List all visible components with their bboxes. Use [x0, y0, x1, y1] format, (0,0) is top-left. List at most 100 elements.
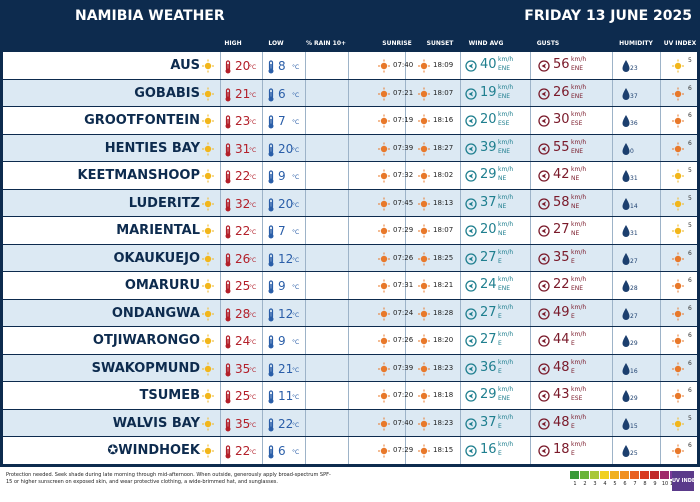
cell-divider: [405, 162, 406, 189]
cell-divider: [530, 382, 531, 409]
cell-divider: [305, 134, 306, 161]
speed: 48: [553, 414, 570, 430]
cell-divider: [530, 299, 531, 326]
direction: E: [571, 312, 575, 320]
cell-divider: [220, 354, 221, 381]
uv-scale-title: UV INDEX: [672, 471, 699, 491]
wind-icon: [538, 113, 550, 132]
speed: 48: [553, 359, 570, 375]
speed: 40: [480, 57, 497, 72]
thermometer-icon: [222, 362, 234, 381]
wind-icon: [538, 196, 550, 215]
temperature: 21: [278, 361, 294, 376]
time: 07:26: [393, 336, 414, 344]
unit: °C: [292, 174, 300, 181]
humidity: 29: [630, 340, 638, 347]
unit: °C: [249, 449, 257, 456]
cell-divider: [405, 327, 406, 354]
cell-divider: [660, 107, 661, 134]
cell-divider: [348, 299, 349, 326]
unit: °C: [249, 119, 257, 126]
speed: 29: [480, 167, 497, 182]
cell-divider: [612, 107, 613, 134]
speed: 42: [553, 167, 570, 182]
time: 07:31: [393, 281, 414, 289]
cell-divider: [405, 437, 406, 464]
cell-divider: [220, 409, 221, 436]
table-row: GROOTFONTEIN 23 °C 7 °C 07:19 18:16 20 km/h ESE 30…: [3, 107, 697, 134]
cell-divider: [405, 107, 406, 134]
city-name: HENTIES BAY: [104, 140, 200, 156]
cell-divider: [530, 107, 531, 134]
cell-divider: [305, 354, 306, 381]
table-row: LUDERITZ 32 °C 20 °C 07:45 18:13 37 km/h NE 58 km/h…: [3, 189, 697, 216]
humidity: 16: [630, 367, 638, 375]
cell-divider: [660, 382, 661, 409]
unit: °C: [249, 256, 257, 264]
direction: NE: [571, 230, 580, 237]
cell-divider: [530, 409, 531, 436]
table-row: ✪WINDHOEK 22 °C 6 °C 07:29 18:15 16 km/h E 18 km/h E…: [3, 437, 697, 464]
uv-icon: [672, 333, 684, 352]
direction: E: [571, 340, 575, 347]
unit: km/h: [498, 166, 514, 173]
unit: km/h: [498, 441, 514, 448]
time: 07:29: [393, 226, 414, 234]
cell-divider: [220, 79, 221, 106]
time: 18:21: [433, 281, 454, 289]
sun-time-icon: [378, 58, 390, 77]
cell-divider: [405, 79, 406, 106]
temperature: 24: [235, 334, 251, 348]
unit: °C: [249, 174, 257, 181]
thermometer-icon: [222, 59, 234, 78]
cell-divider: [262, 272, 263, 299]
cell-divider: [612, 409, 613, 436]
sun-icon: [202, 361, 214, 380]
column-header: HIGH: [224, 40, 242, 47]
cell-divider: [220, 217, 221, 244]
uv-scale-label: 5: [613, 481, 617, 487]
temperature: 12: [278, 251, 294, 266]
cell-divider: [660, 409, 661, 436]
direction: ENE: [498, 92, 511, 100]
temperature: 35: [235, 361, 251, 376]
thermometer-icon: [265, 59, 277, 78]
unit: °C: [249, 64, 257, 71]
speed: 35: [553, 249, 570, 265]
sun-icon: [202, 168, 214, 187]
time: 07:32: [393, 171, 414, 179]
wind-icon: [465, 86, 477, 105]
cell-divider: [348, 409, 349, 436]
time: 07:39: [393, 143, 414, 152]
temperature: 7: [278, 114, 286, 128]
humidity-icon: [620, 361, 632, 380]
unit: km/h: [498, 303, 514, 311]
wind-icon: [538, 416, 550, 435]
cell-divider: [460, 299, 461, 326]
unit: km/h: [498, 386, 514, 393]
uv-scale-label: 3: [593, 481, 597, 487]
sun-icon: [202, 443, 214, 462]
direction: E: [498, 257, 502, 265]
direction: ENE: [498, 395, 511, 402]
cell-divider: [405, 189, 406, 216]
city-name: SWAKOPMUND: [91, 360, 200, 376]
cell-divider: [405, 299, 406, 326]
uv-scale-box: [620, 471, 629, 479]
cell-divider: [262, 52, 263, 79]
city-name: AUS: [170, 58, 200, 73]
uv-scale-label: 4: [603, 481, 607, 487]
cell-divider: [348, 437, 349, 464]
humidity-icon: [620, 443, 632, 462]
temperature: 23: [235, 114, 251, 128]
direction: ESE: [571, 120, 583, 127]
cell-divider: [305, 327, 306, 354]
humidity: 31: [630, 175, 638, 182]
unit: km/h: [571, 358, 587, 366]
cell-divider: [530, 79, 531, 106]
cell-divider: [262, 354, 263, 381]
direction: E: [498, 340, 502, 347]
sun-time-icon: [418, 223, 430, 242]
time: 18:23: [433, 363, 454, 372]
temperature: 20: [278, 196, 294, 211]
